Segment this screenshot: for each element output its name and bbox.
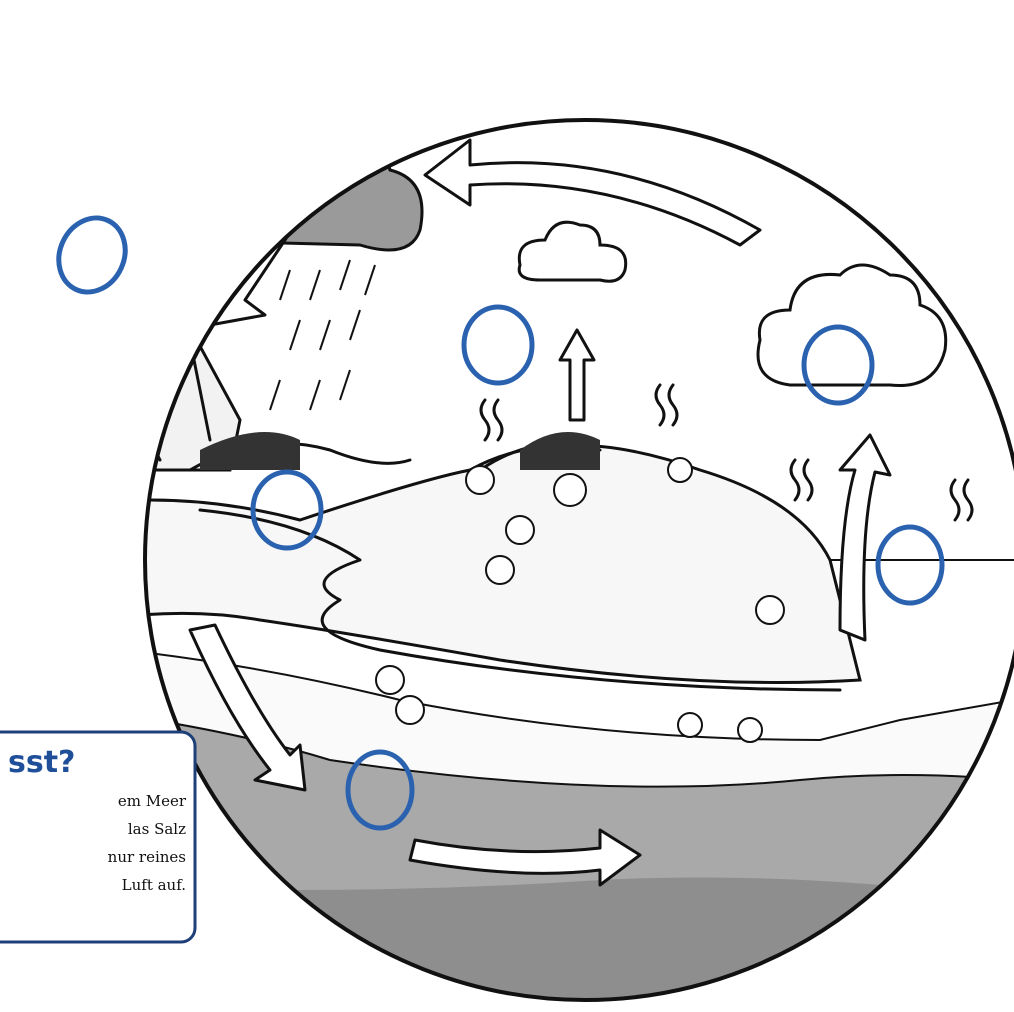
info-box-frame [0,730,197,944]
arrow-evaporation [558,328,596,422]
arrow-groundwater [408,828,642,887]
vapour [479,383,974,522]
answer-circle [345,749,415,831]
frame-circle [143,118,1014,1002]
rain [269,259,376,411]
hills [145,443,862,684]
info-box-title: sst? [8,745,75,780]
info-box-line: nur reines [108,848,186,866]
answer-circle [801,324,875,406]
answer-circle [250,469,324,551]
arrow-wind [423,138,762,247]
answer-circle [56,215,128,295]
cloud [517,220,628,283]
info-box-line: las Salz [128,820,186,838]
arrow-evaporation-sea [838,433,892,642]
mountain [145,288,242,472]
answer-circle [461,304,535,386]
rain-cloud [145,123,424,252]
info-box: sst? em Meer las Salz nur reines Luft au… [0,730,197,944]
river [198,508,842,692]
trees [375,457,785,743]
answer-circle [875,524,945,606]
arrow-seepage [188,623,307,792]
info-box-line: Luft auf. [122,876,186,894]
answer-circles [56,215,945,831]
info-box-line: em Meer [118,792,187,810]
